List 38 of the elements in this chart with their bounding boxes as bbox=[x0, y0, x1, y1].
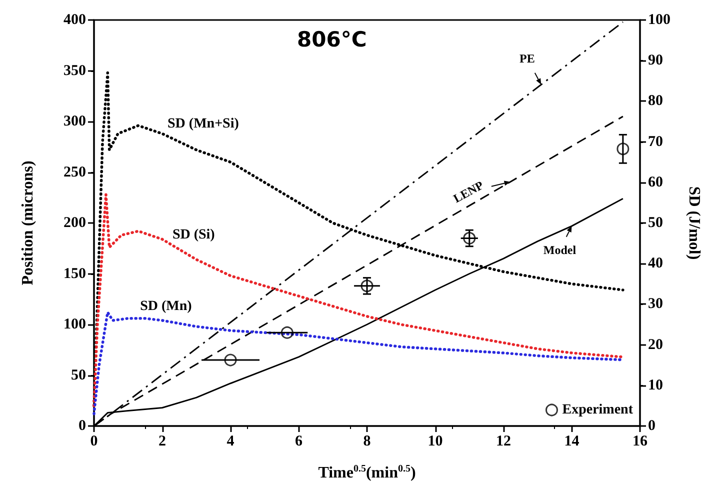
y-tick-label: 100 bbox=[64, 316, 86, 332]
y2-tick-label: 90 bbox=[648, 52, 663, 69]
y-tick-label: 150 bbox=[64, 266, 86, 282]
y2-tick-label: 10 bbox=[648, 377, 663, 394]
y-tick-label: 0 bbox=[78, 418, 86, 434]
y2-tick-label: 20 bbox=[648, 336, 663, 353]
chart-title: 806°C bbox=[297, 28, 367, 52]
x-tick-label: 8 bbox=[363, 434, 371, 450]
series-label: SD (Mn+Si) bbox=[168, 116, 240, 132]
y-axis-title: Position (microns) bbox=[20, 160, 36, 286]
y-tick-label: 50 bbox=[71, 367, 86, 384]
series-label: SD (Si) bbox=[172, 228, 216, 243]
y-tick-label: 350 bbox=[64, 62, 86, 79]
x-tick-label: 10 bbox=[428, 434, 443, 450]
y-tick-label: 300 bbox=[64, 114, 86, 130]
y2-tick-label: 50 bbox=[648, 215, 663, 231]
x-tick-label: 4 bbox=[226, 434, 235, 450]
y2-axis-title: SD (J/mol) bbox=[686, 186, 702, 260]
y-tick-label: 400 bbox=[64, 12, 86, 28]
y2-tick-label: 80 bbox=[648, 93, 663, 110]
y-tick-label: 200 bbox=[64, 215, 86, 231]
legend-label: Experiment bbox=[562, 402, 634, 418]
y2-tick-label: 0 bbox=[648, 418, 656, 434]
y2-tick-label: 40 bbox=[648, 256, 663, 272]
y2-tick-label: 60 bbox=[648, 174, 663, 190]
series-label: SD (Mn) bbox=[140, 298, 192, 314]
x-tick-label: 2 bbox=[158, 434, 166, 450]
y2-tick-label: 70 bbox=[648, 134, 663, 150]
x-tick-label: 0 bbox=[90, 434, 98, 450]
x-tick-label: 14 bbox=[564, 434, 580, 450]
y2-tick-label: 30 bbox=[648, 296, 663, 312]
series-label: Model bbox=[543, 243, 577, 258]
y2-tick-label: 100 bbox=[648, 12, 670, 28]
x-tick-label: 16 bbox=[632, 434, 648, 450]
y-tick-label: 250 bbox=[64, 164, 86, 180]
series-label: PE bbox=[520, 52, 535, 66]
x-tick-label: 6 bbox=[295, 434, 303, 450]
x-tick-label: 12 bbox=[496, 434, 511, 450]
